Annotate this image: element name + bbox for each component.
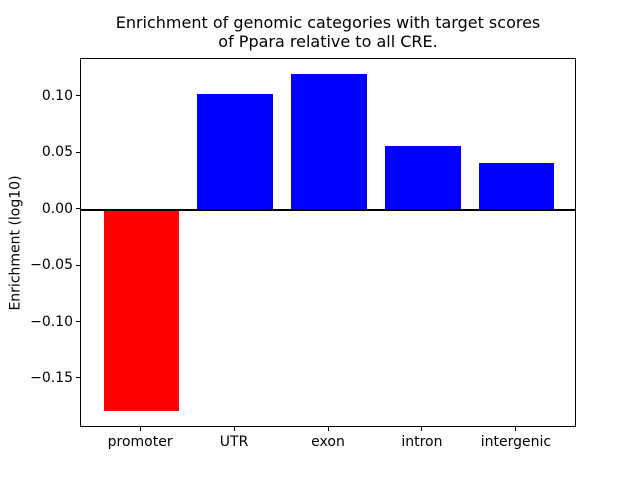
y-tick-mark <box>76 264 80 266</box>
x-tick-mark <box>421 427 423 431</box>
x-tick-mark <box>139 427 141 431</box>
x-tick-label-UTR: UTR <box>219 434 249 450</box>
bar-exon <box>291 74 367 210</box>
x-tick-mark <box>233 427 235 431</box>
y-tick-mark <box>76 151 80 153</box>
x-tick-label-intergenic: intergenic <box>480 434 552 450</box>
y-axis-label: Enrichment (log10) <box>8 174 25 311</box>
bar-intron <box>385 146 461 210</box>
x-tick-mark <box>327 427 329 431</box>
x-tick-label-promoter: promoter <box>107 434 173 450</box>
y-tick-label: 0.00 <box>41 200 73 217</box>
y-tick-mark <box>76 321 80 323</box>
y-tick-label: −0.10 <box>30 313 73 330</box>
y-tick-mark <box>76 377 80 379</box>
zero-baseline <box>81 208 575 211</box>
y-tick-mark <box>76 95 80 97</box>
bar-intergenic <box>479 163 555 210</box>
x-tick-mark <box>515 427 517 431</box>
y-tick-label: 0.10 <box>41 87 73 104</box>
x-tick-label-intron: intron <box>401 434 443 450</box>
y-tick-label: 0.05 <box>41 144 73 161</box>
y-tick-label: −0.05 <box>30 257 73 274</box>
y-tick-label: −0.15 <box>30 369 73 386</box>
plot-area <box>80 58 576 427</box>
x-tick-label-exon: exon <box>311 434 345 450</box>
chart-title: Enrichment of genomic categories with ta… <box>115 13 541 51</box>
bar-promoter <box>103 209 179 411</box>
bar-UTR <box>197 94 273 210</box>
y-tick-mark <box>76 208 80 210</box>
